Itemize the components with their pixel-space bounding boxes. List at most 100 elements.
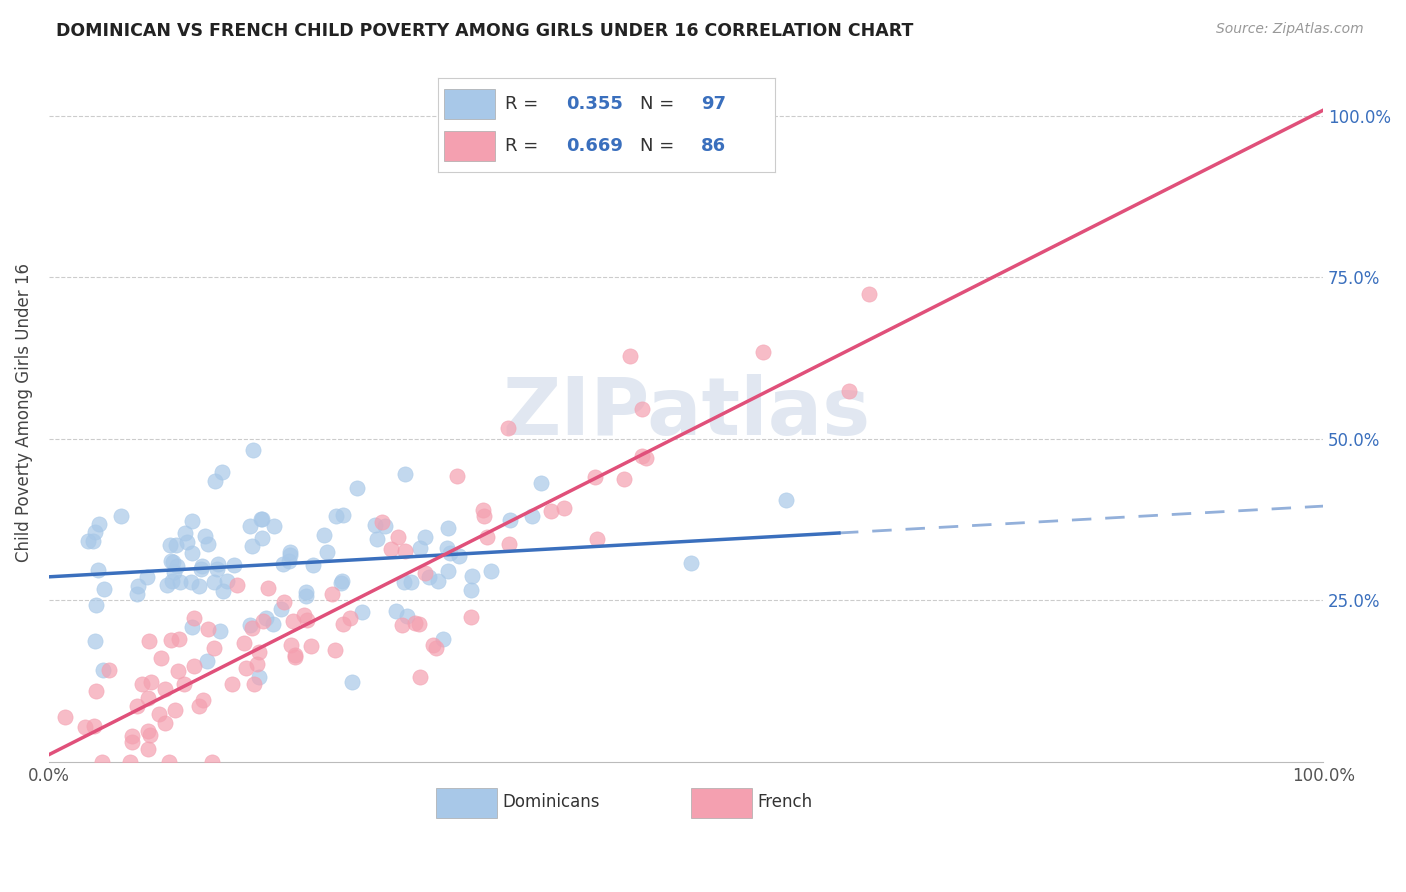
Point [391, 617, 413, 632]
Point [302, 558, 325, 572]
Point [380, 542, 402, 557]
Point [242, 443, 264, 458]
Point [221, 676, 243, 690]
Point [449, 549, 471, 564]
Point [162, 574, 184, 588]
Point [160, 554, 183, 568]
Point [136, 723, 159, 738]
Point [121, 730, 143, 744]
Point [180, 574, 202, 589]
Point [346, 481, 368, 495]
Point [425, 640, 447, 655]
Point [619, 349, 641, 363]
Point [183, 658, 205, 673]
Point [477, 530, 499, 544]
Point [181, 620, 204, 634]
Point [194, 529, 217, 543]
Point [323, 643, 346, 657]
Point [215, 574, 238, 588]
Point [585, 470, 607, 484]
Point [394, 543, 416, 558]
Point [167, 632, 190, 646]
Point [131, 677, 153, 691]
Point [325, 508, 347, 523]
Text: Source: ZipAtlas.com: Source: ZipAtlas.com [1216, 22, 1364, 37]
Point [496, 421, 519, 435]
Point [413, 566, 436, 580]
Point [350, 605, 373, 619]
Point [163, 703, 186, 717]
Point [752, 344, 775, 359]
Point [197, 622, 219, 636]
Point [176, 535, 198, 549]
Point [211, 465, 233, 479]
Point [280, 638, 302, 652]
Point [125, 587, 148, 601]
Point [97, 663, 120, 677]
Point [262, 616, 284, 631]
Point [530, 475, 553, 490]
Point [460, 609, 482, 624]
Point [202, 575, 225, 590]
Point [472, 509, 495, 524]
Point [257, 581, 280, 595]
Point [110, 508, 132, 523]
Point [295, 613, 318, 627]
Point [858, 287, 880, 301]
Point [292, 608, 315, 623]
Point [295, 584, 318, 599]
Point [135, 570, 157, 584]
Point [138, 728, 160, 742]
Point [586, 533, 609, 547]
Point [278, 545, 301, 559]
Point [299, 640, 322, 654]
Point [209, 624, 232, 639]
Point [340, 675, 363, 690]
Point [395, 609, 418, 624]
Point [83, 719, 105, 733]
Point [53, 709, 76, 723]
Point [284, 648, 307, 663]
Point [180, 514, 202, 528]
Point [250, 531, 273, 545]
Point [775, 492, 797, 507]
Point [173, 677, 195, 691]
Point [76, 534, 98, 549]
Point [87, 563, 110, 577]
Point [239, 618, 262, 632]
Point [392, 574, 415, 589]
Point [364, 517, 387, 532]
Point [284, 650, 307, 665]
Point [471, 502, 494, 516]
Point [84, 684, 107, 698]
Point [156, 578, 179, 592]
Point [193, 693, 215, 707]
Point [387, 530, 409, 544]
Point [270, 601, 292, 615]
Point [84, 598, 107, 612]
Point [235, 661, 257, 675]
Point [211, 584, 233, 599]
Point [162, 556, 184, 570]
Point [240, 621, 263, 635]
Point [399, 575, 422, 590]
Point [191, 558, 214, 573]
Point [205, 562, 228, 576]
Point [679, 556, 702, 570]
Point [183, 611, 205, 625]
Point [91, 755, 114, 769]
Point [247, 644, 270, 658]
Point [277, 554, 299, 568]
Point [339, 611, 361, 625]
Point [437, 521, 460, 535]
Point [181, 546, 204, 560]
Point [240, 540, 263, 554]
Point [394, 467, 416, 481]
Point [366, 532, 388, 546]
Point [233, 636, 256, 650]
Point [613, 472, 636, 486]
Point [84, 524, 107, 539]
Point [332, 616, 354, 631]
Point [479, 564, 502, 578]
Point [273, 594, 295, 608]
